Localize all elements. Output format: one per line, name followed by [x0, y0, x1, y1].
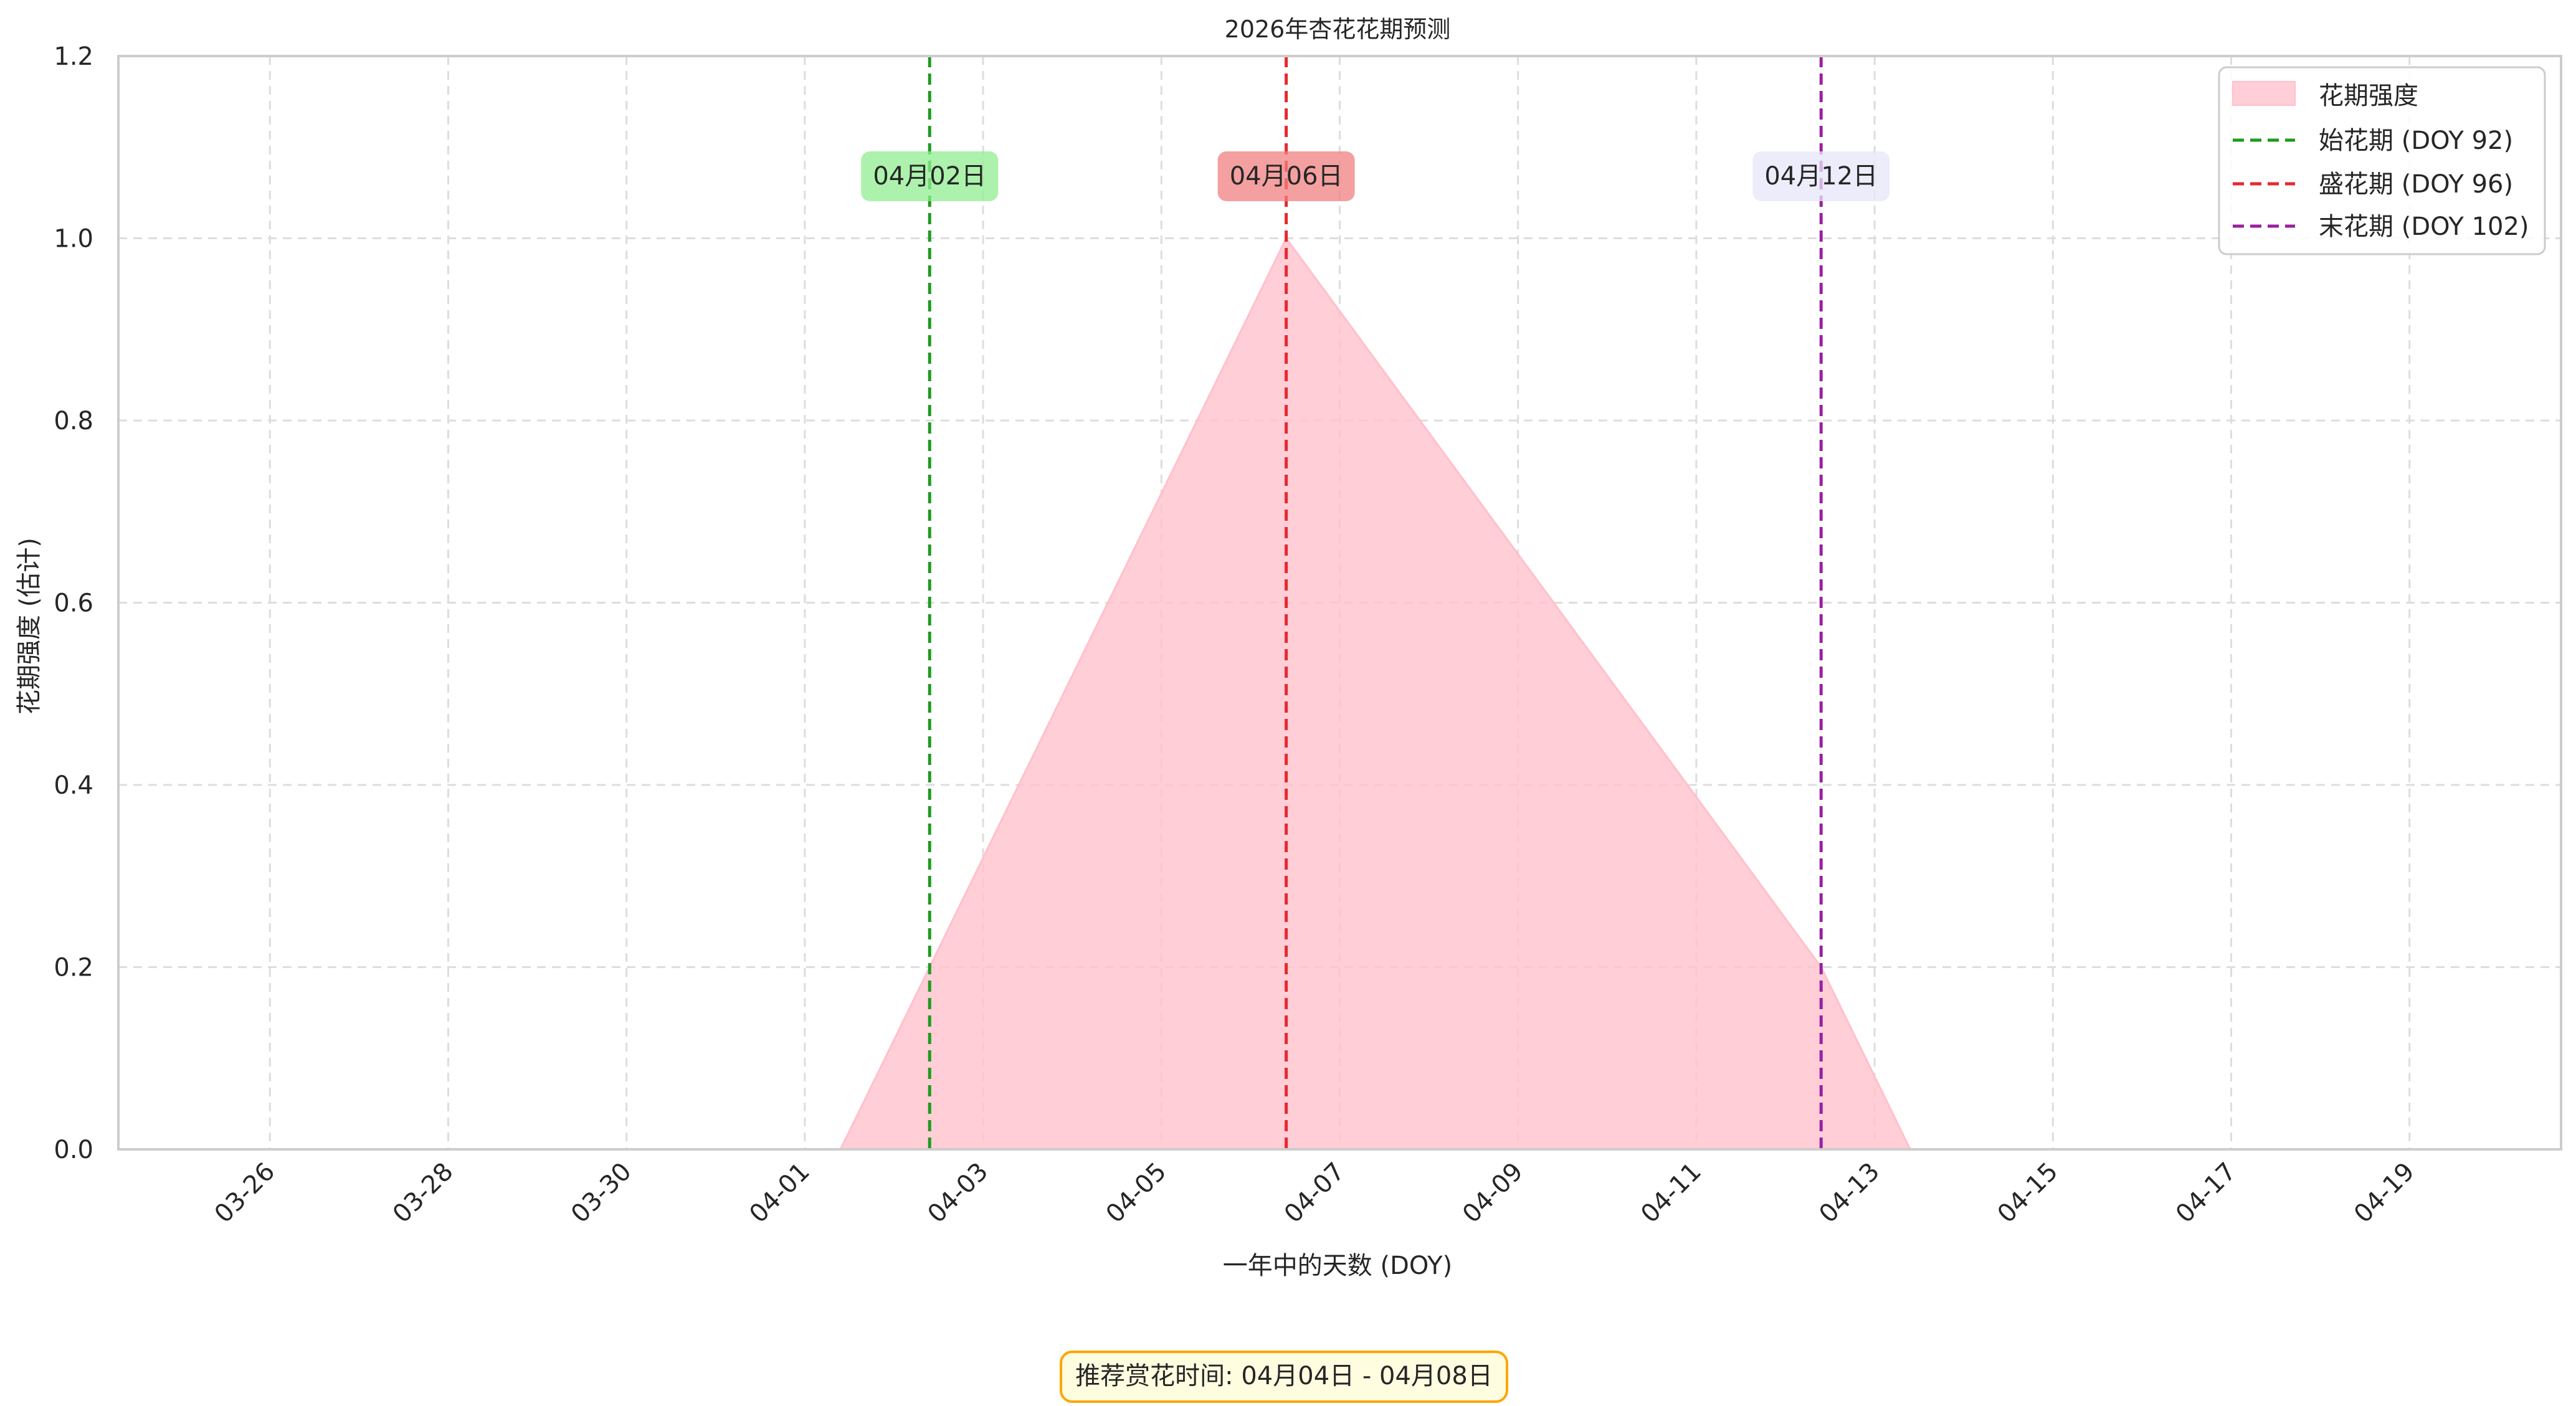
y-tick-label: 0.8 — [54, 407, 93, 435]
chart-title: 2026年杏花花期预测 — [1225, 16, 1451, 43]
annotation-box — [1060, 1351, 1508, 1403]
legend-label: 花期强度 — [2319, 82, 2418, 110]
phase-date-label-box — [861, 151, 999, 201]
y-tick-label: 0.0 — [54, 1136, 93, 1164]
y-tick-label: 0.2 — [54, 954, 93, 982]
legend-box — [2218, 66, 2546, 255]
phase-date-labels: 04月02日 04月06日 04月12日 — [861, 151, 1890, 201]
y-axis-label: 花期强度 (估计) — [15, 538, 44, 715]
y-tick-label: 0.4 — [54, 771, 93, 800]
phase-date-label-box — [1752, 151, 1890, 201]
recommendation-annotation: 推荐赏花时间: 04月04日 - 04月08日 — [1060, 1351, 1508, 1403]
y-tick-label: 0.6 — [54, 589, 93, 618]
y-axis-ticks: 0.0 0.2 0.4 0.6 0.8 1.0 1.2 — [54, 42, 93, 1164]
y-tick-label: 1.0 — [54, 225, 93, 254]
legend-label: 始花期 (DOY 92) — [2319, 126, 2513, 155]
phase-date-label: 04月02日 — [873, 162, 986, 191]
annotation-text: 推荐赏花时间: 04月04日 - 04月08日 — [1075, 1362, 1493, 1390]
phase-date-label: 04月12日 — [1764, 162, 1878, 191]
legend-label: 末花期 (DOY 102) — [2319, 212, 2529, 241]
phase-lines — [928, 56, 1823, 1149]
x-axis-label: 一年中的天数 (DOY) — [1223, 1252, 1452, 1280]
y-tick-label: 1.2 — [54, 42, 93, 71]
legend-label: 盛花期 (DOY 96) — [2319, 170, 2513, 199]
legend-swatch-area — [2232, 81, 2296, 106]
plot-frame — [117, 55, 2562, 1151]
phase-date-label: 04月06日 — [1230, 162, 1343, 191]
phase-date-label-box — [1217, 151, 1355, 201]
